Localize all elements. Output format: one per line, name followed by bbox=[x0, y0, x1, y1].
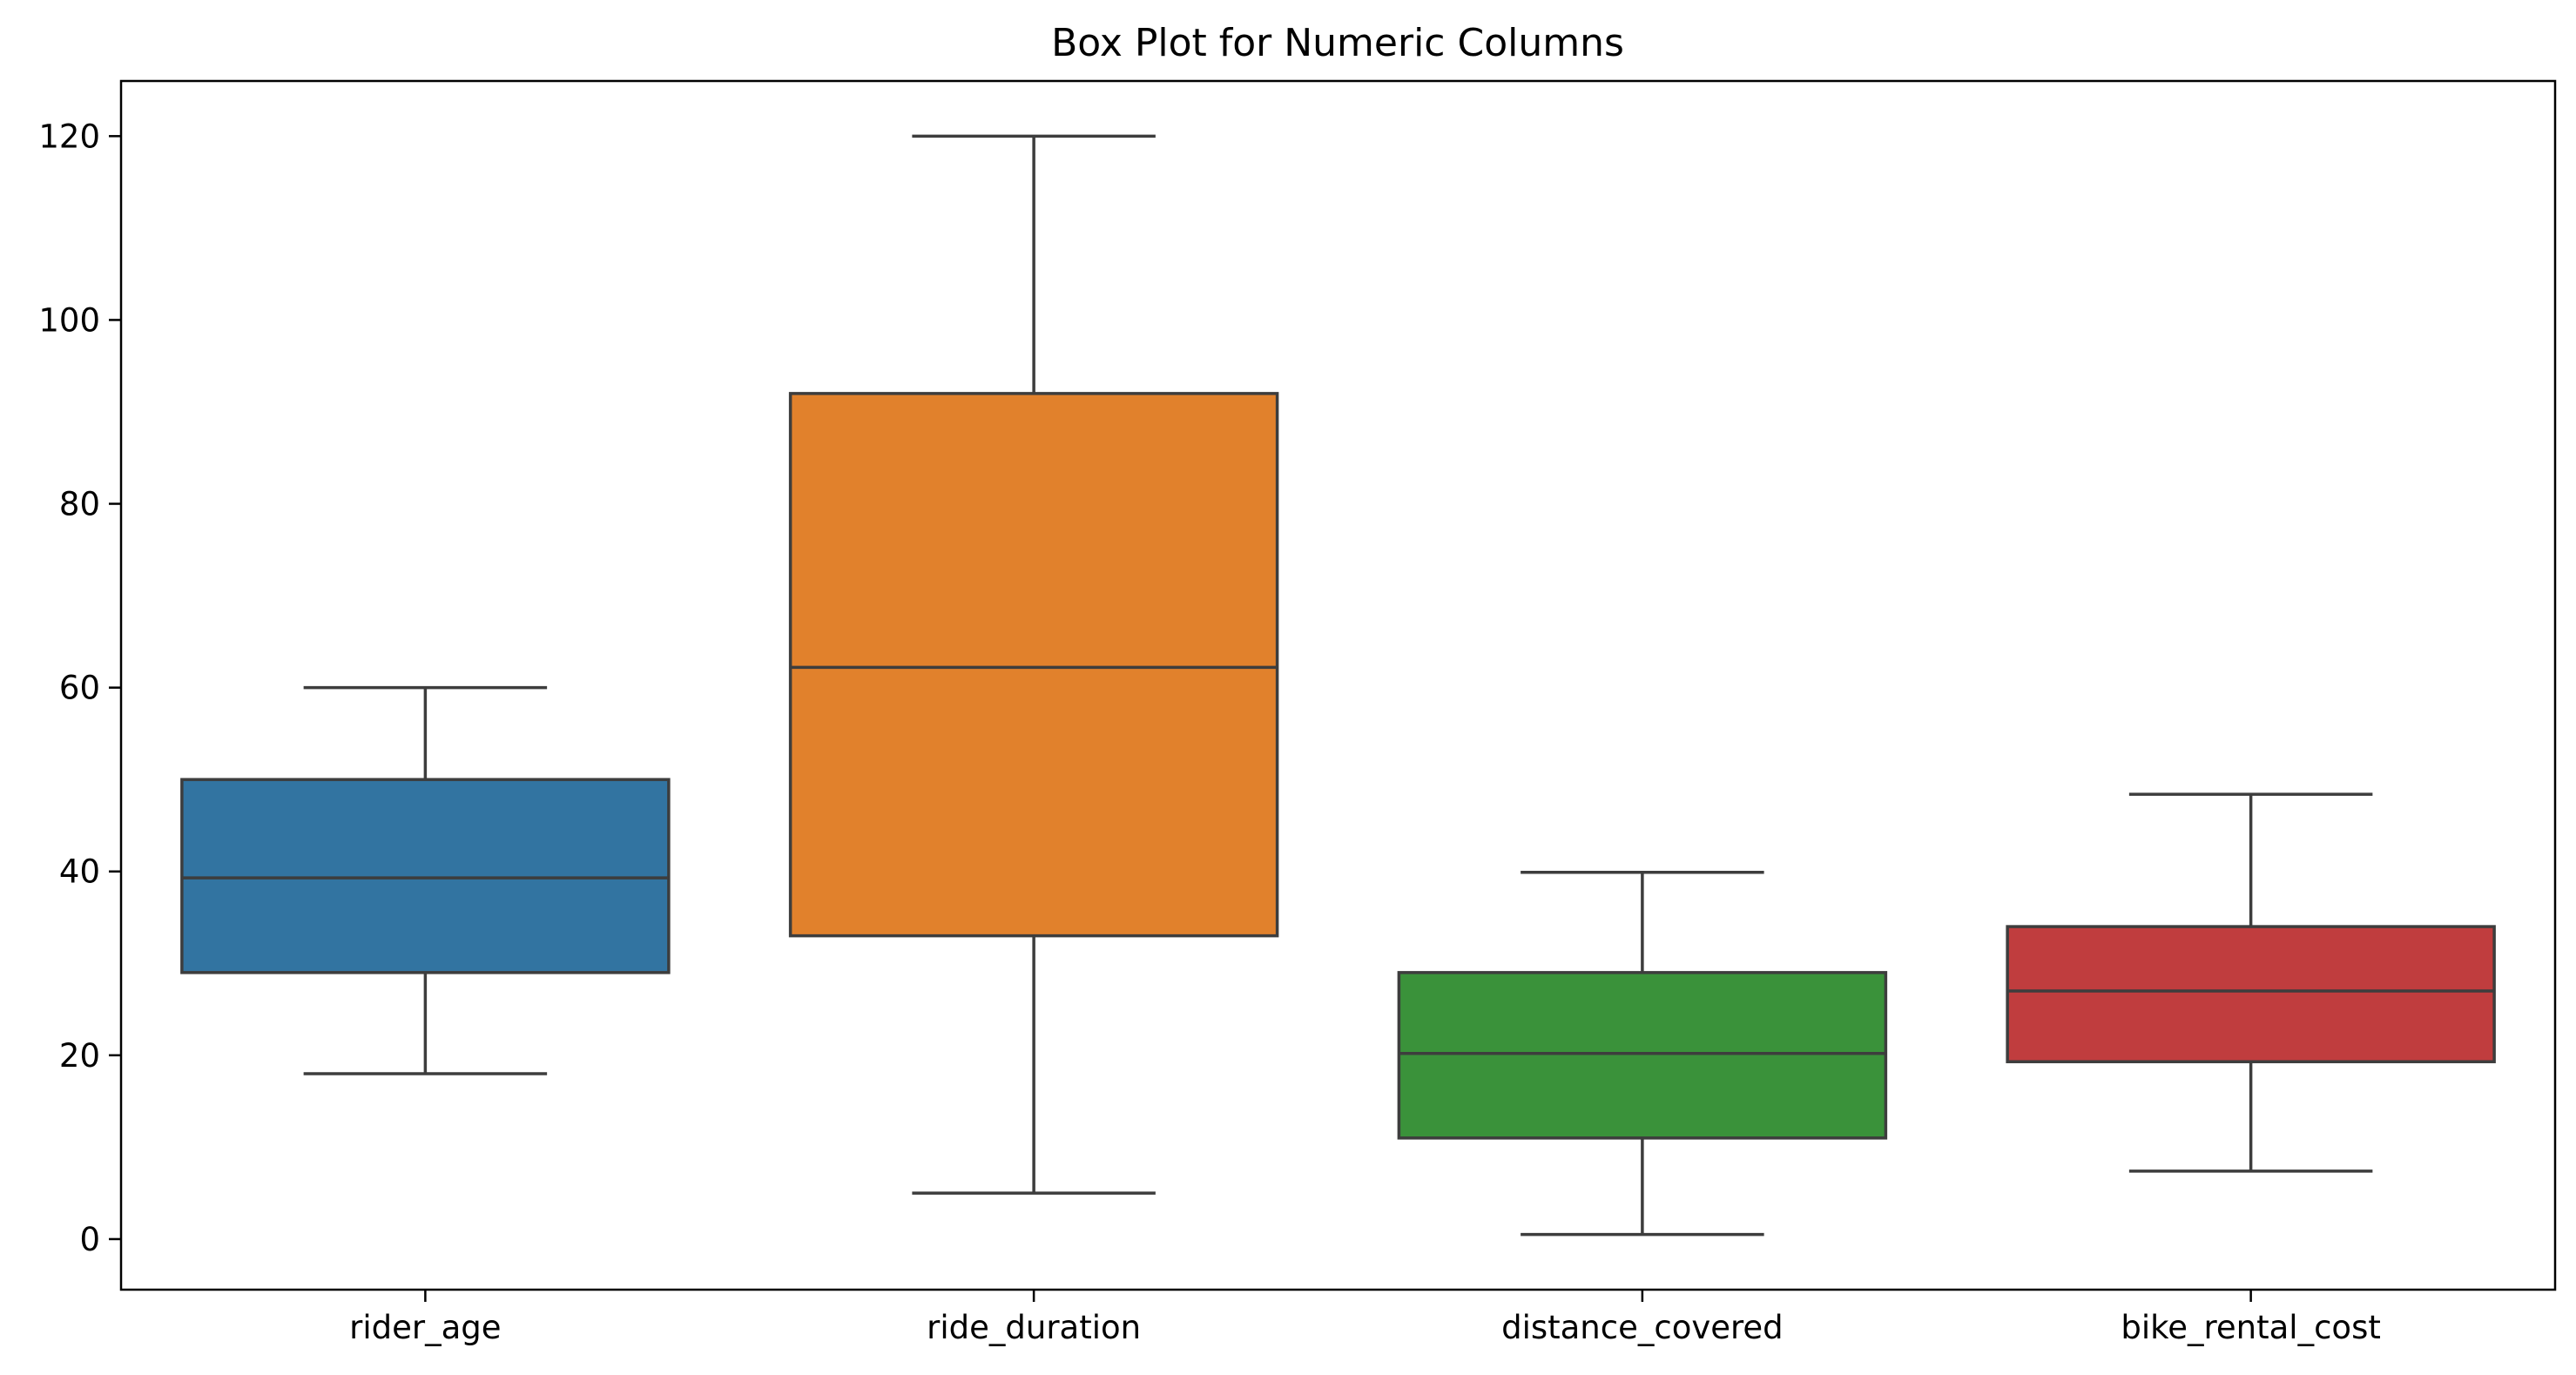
chart-title: Box Plot for Numeric Columns bbox=[1051, 21, 1624, 65]
x-tick-label: bike_rental_cost bbox=[2121, 1309, 2380, 1346]
box-iqr bbox=[788, 392, 1279, 938]
box-iqr bbox=[180, 778, 671, 974]
x-tick-label: rider_age bbox=[349, 1309, 501, 1346]
boxes-group bbox=[180, 134, 2496, 1237]
box-rider_age bbox=[180, 685, 671, 1075]
x-axis: rider_age ride_duration distance_covered bi… bbox=[349, 1290, 2381, 1346]
plot-frame bbox=[119, 79, 2557, 1291]
box-distance_covered bbox=[1397, 871, 1888, 1237]
y-tick-label: 20 bbox=[59, 1037, 100, 1075]
x-tick-label: distance_covered bbox=[1501, 1309, 1784, 1346]
y-tick-label: 100 bbox=[38, 301, 100, 339]
y-tick-label: 0 bbox=[79, 1221, 100, 1258]
y-tick-label: 40 bbox=[59, 853, 100, 891]
y-tick-label: 60 bbox=[59, 670, 100, 707]
y-axis: 0 20 40 60 80 100 120 bbox=[38, 118, 121, 1258]
y-tick-label: 120 bbox=[38, 118, 100, 155]
box-iqr bbox=[1397, 971, 1888, 1140]
y-tick-label: 80 bbox=[59, 486, 100, 523]
box-iqr bbox=[2006, 925, 2496, 1063]
box-bike_rental_cost bbox=[2006, 792, 2496, 1173]
box-ride_duration bbox=[788, 134, 1279, 1195]
x-tick-label: ride_duration bbox=[927, 1309, 1141, 1346]
